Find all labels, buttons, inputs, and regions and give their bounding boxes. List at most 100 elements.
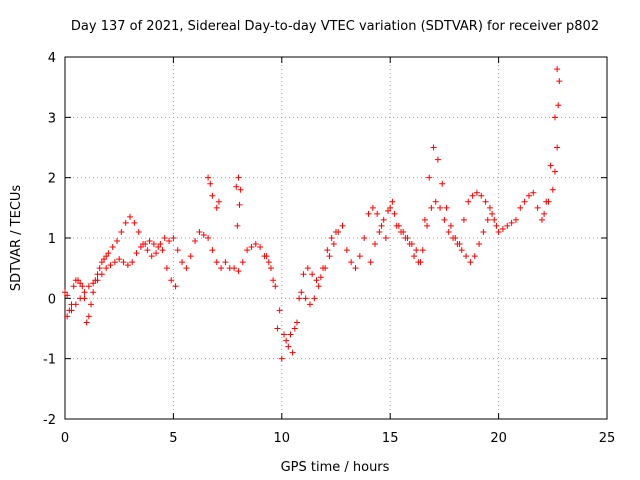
data-point <box>419 247 426 254</box>
data-point <box>508 219 515 226</box>
data-point <box>265 259 272 266</box>
data-point <box>252 241 259 248</box>
data-point <box>313 277 320 284</box>
data-point <box>534 204 541 211</box>
data-point <box>127 213 134 220</box>
data-point <box>450 235 457 241</box>
data-point <box>129 259 136 266</box>
y-tick-label: 1 <box>48 232 56 247</box>
data-point <box>153 250 160 257</box>
data-point <box>148 253 155 260</box>
data-point <box>77 280 84 287</box>
data-point <box>517 204 524 211</box>
data-point <box>174 247 181 254</box>
data-point <box>454 241 461 248</box>
data-point <box>467 259 474 266</box>
data-point <box>309 271 316 278</box>
data-point <box>480 228 487 235</box>
data-point <box>103 253 110 260</box>
y-tick-label: -1 <box>43 353 56 368</box>
data-point <box>62 289 68 296</box>
data-point <box>105 250 112 257</box>
data-point <box>200 231 207 238</box>
data-point <box>137 244 144 251</box>
data-point <box>278 355 285 362</box>
data-point <box>541 210 548 217</box>
data-point <box>222 259 229 266</box>
data-point <box>215 198 222 205</box>
data-point <box>161 235 168 241</box>
data-point <box>378 222 385 229</box>
data-point <box>196 228 203 235</box>
data-point <box>545 198 552 205</box>
data-point <box>411 253 418 260</box>
data-point <box>300 271 307 278</box>
data-point <box>146 238 153 245</box>
data-point <box>374 210 381 217</box>
data-point <box>114 238 121 245</box>
data-point <box>365 210 372 217</box>
data-point <box>248 244 255 251</box>
data-point <box>437 204 444 211</box>
data-point <box>343 247 350 254</box>
data-point <box>209 192 216 199</box>
data-point <box>551 168 558 175</box>
data-point <box>98 259 105 266</box>
data-point <box>302 295 309 302</box>
data-point <box>289 349 296 356</box>
data-point <box>441 216 448 223</box>
data-point <box>306 301 313 308</box>
data-point <box>469 192 476 199</box>
data-point <box>476 241 483 248</box>
data-point <box>491 216 498 223</box>
data-point <box>489 210 496 217</box>
data-point <box>463 253 470 260</box>
data-point <box>317 274 324 281</box>
plot-frame <box>64 56 608 420</box>
data-point <box>81 289 88 296</box>
data-point <box>94 277 101 284</box>
data-points <box>62 66 563 362</box>
x-tick-label: 5 <box>169 431 177 446</box>
data-point <box>547 162 554 169</box>
data-point <box>555 102 562 109</box>
data-point <box>393 222 400 229</box>
data-point <box>326 253 333 260</box>
data-point <box>124 262 131 269</box>
data-point <box>122 219 129 226</box>
data-point <box>116 256 123 263</box>
data-point <box>525 192 532 199</box>
data-point <box>85 313 92 320</box>
data-point <box>64 292 71 299</box>
data-point <box>64 313 71 320</box>
y-tick-label: 3 <box>48 111 56 126</box>
data-point <box>142 241 149 248</box>
data-point <box>120 259 127 266</box>
data-point <box>239 259 246 266</box>
data-point <box>530 189 537 196</box>
data-point <box>77 295 84 302</box>
x-tick-label: 10 <box>274 431 291 446</box>
data-point <box>234 222 241 229</box>
data-point <box>367 259 374 266</box>
data-point <box>447 222 454 229</box>
data-point <box>75 277 82 284</box>
data-point <box>551 114 558 121</box>
data-point <box>389 198 396 205</box>
data-point <box>163 265 170 272</box>
data-point <box>257 244 264 251</box>
y-tick-label: 0 <box>48 292 56 307</box>
data-point <box>270 277 277 284</box>
data-point <box>495 228 502 235</box>
data-point <box>135 228 142 235</box>
data-point <box>432 198 439 205</box>
data-point <box>168 277 175 284</box>
y-tick-label: -2 <box>43 413 56 428</box>
data-point <box>293 319 300 326</box>
data-point <box>144 247 151 254</box>
data-point <box>107 262 114 269</box>
data-point <box>213 259 220 266</box>
data-point <box>554 66 561 73</box>
data-point <box>166 238 173 245</box>
data-point <box>385 207 392 214</box>
